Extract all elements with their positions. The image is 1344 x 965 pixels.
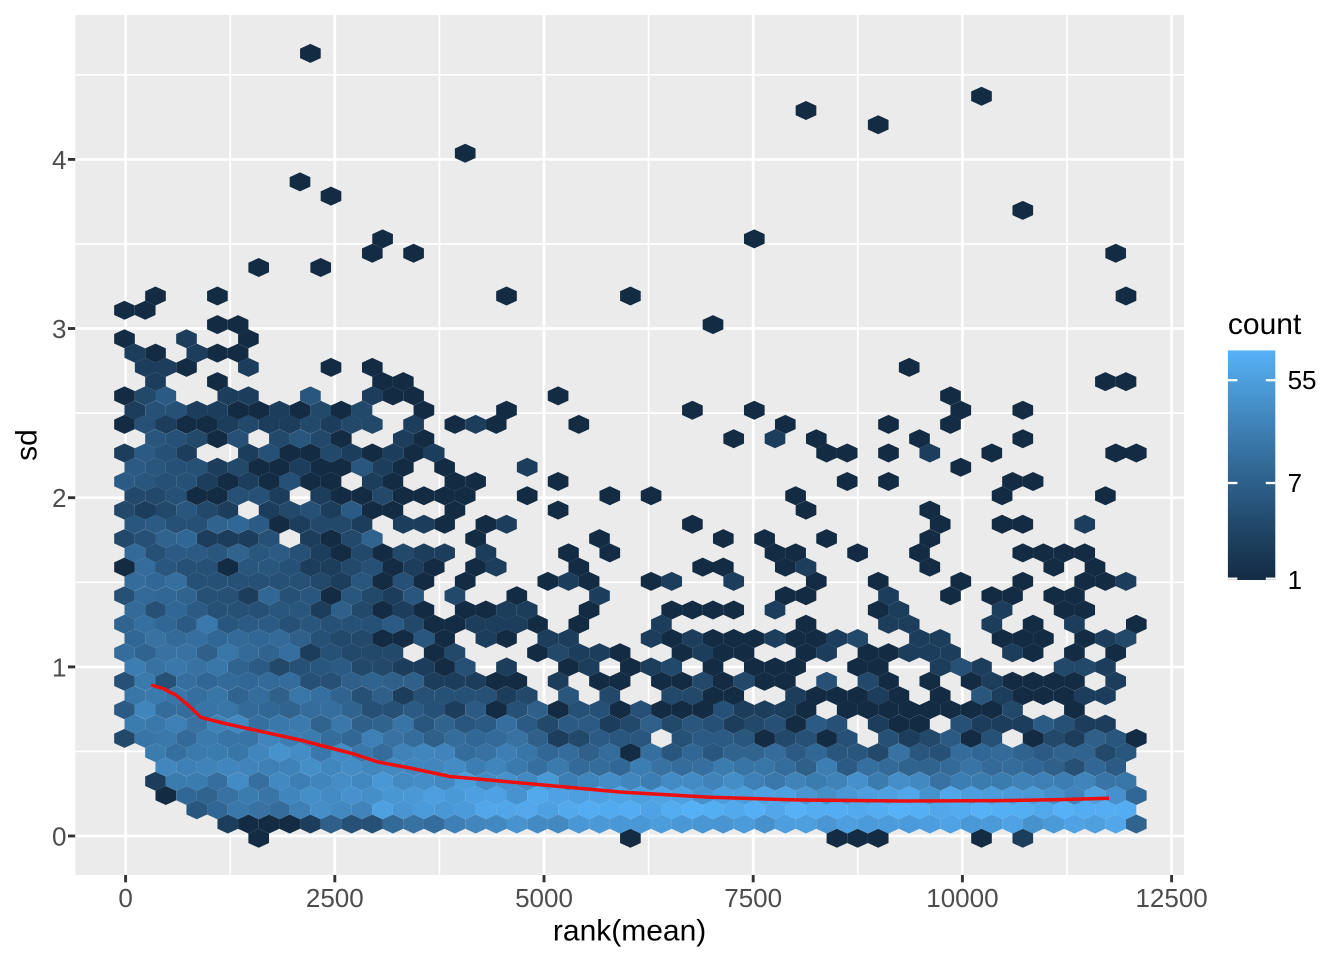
svg-text:55: 55 (1288, 365, 1317, 395)
svg-text:3: 3 (52, 314, 66, 344)
svg-text:7500: 7500 (724, 883, 782, 913)
svg-text:0: 0 (52, 822, 66, 852)
svg-text:5000: 5000 (515, 883, 573, 913)
svg-text:0: 0 (118, 883, 132, 913)
svg-text:10000: 10000 (926, 883, 998, 913)
svg-text:count: count (1228, 308, 1302, 341)
svg-text:7: 7 (1288, 468, 1302, 498)
svg-text:4: 4 (52, 145, 66, 175)
svg-text:2: 2 (52, 483, 66, 513)
svg-text:2500: 2500 (306, 883, 364, 913)
svg-text:rank(mean): rank(mean) (553, 914, 706, 947)
svg-text:1: 1 (52, 652, 66, 682)
svg-text:sd: sd (11, 429, 44, 461)
svg-text:1: 1 (1288, 565, 1302, 595)
svg-text:12500: 12500 (1135, 883, 1207, 913)
